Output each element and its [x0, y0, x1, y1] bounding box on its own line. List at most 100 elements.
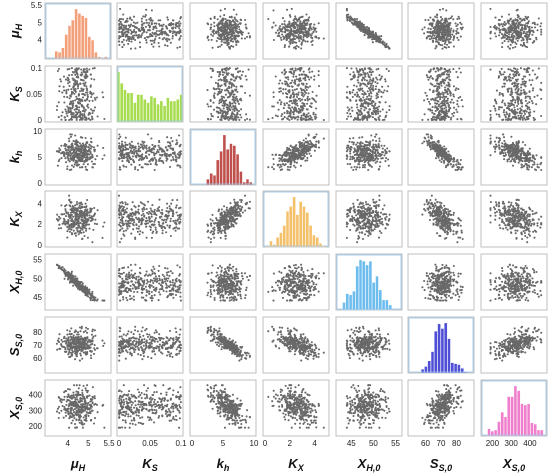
scatter-point	[233, 35, 236, 38]
scatter-point	[206, 36, 209, 39]
scatter-point	[527, 22, 530, 25]
scatter-point	[494, 109, 497, 112]
scatter-point	[381, 41, 384, 45]
scatter-point	[221, 71, 224, 74]
scatter-point	[363, 34, 366, 37]
scatter-point	[507, 40, 510, 43]
scatter-point	[345, 16, 348, 19]
scatter-point	[125, 165, 128, 168]
scatter-point	[70, 152, 73, 155]
scatter-point	[291, 39, 294, 42]
scatter-point	[295, 23, 298, 26]
scatter-point	[497, 76, 500, 79]
scatter-point	[304, 118, 307, 121]
scatter-point	[433, 29, 436, 33]
scatter-point	[433, 34, 436, 37]
scatter-point	[440, 19, 443, 22]
scatter-point	[93, 78, 96, 81]
scatter-point	[523, 117, 526, 120]
scatter-point	[178, 20, 181, 23]
scatter-point	[271, 105, 274, 108]
scatter-point	[521, 118, 524, 121]
scatter-point	[444, 26, 447, 29]
scatter-point	[56, 69, 59, 73]
scatter-point	[125, 152, 128, 155]
scatter-point	[223, 41, 227, 44]
scatter-point	[121, 35, 124, 38]
scatter-point	[293, 23, 296, 26]
scatter-point	[60, 144, 63, 147]
scatter-point	[237, 25, 241, 28]
scatter-point	[498, 106, 501, 109]
scatter-point	[369, 31, 372, 34]
scatter-point	[517, 25, 520, 28]
scatter-point	[178, 151, 181, 154]
scatter-point	[149, 163, 152, 166]
scatter-point	[137, 155, 141, 158]
scatter-point	[450, 98, 453, 101]
scatter-point	[540, 97, 543, 100]
scatter-point	[124, 21, 127, 24]
scatter-point	[281, 92, 285, 95]
scatter-point	[134, 150, 137, 153]
scatter-point	[224, 24, 227, 27]
scatter-point	[243, 118, 247, 122]
scatter-point	[223, 82, 226, 86]
scatter-point	[516, 108, 519, 111]
scatter-point	[283, 111, 286, 114]
scatter-point	[235, 34, 238, 37]
scatter-point	[374, 80, 377, 84]
scatter-point	[118, 142, 121, 145]
scatter-point	[507, 117, 510, 120]
scatter-point	[288, 22, 291, 25]
scatter-point	[295, 78, 298, 81]
scatter-point	[283, 44, 287, 47]
scatter-point	[145, 18, 148, 22]
scatter-point	[213, 21, 216, 24]
scatter-point	[377, 110, 380, 113]
scatter-point	[83, 110, 86, 113]
scatter-point	[312, 26, 315, 29]
scatter-point	[366, 95, 369, 98]
scatter-point	[62, 85, 65, 88]
scatter-point	[228, 31, 231, 34]
scatter-point	[248, 35, 251, 38]
scatter-point	[352, 168, 355, 172]
scatter-point	[133, 34, 136, 37]
scatter-point	[121, 46, 124, 49]
scatter-point	[363, 99, 366, 102]
scatter-point	[296, 36, 299, 39]
scatter-point	[455, 29, 458, 33]
scatter-point	[452, 35, 455, 39]
scatter-point	[312, 30, 315, 33]
scatter-point	[267, 118, 270, 121]
scatter-point	[90, 141, 93, 144]
scatter-point	[283, 104, 286, 107]
scatter-point	[376, 78, 379, 81]
scatter-point	[449, 118, 452, 121]
scatter-point	[122, 43, 126, 46]
scatter-point	[297, 115, 300, 118]
scatter-point	[224, 93, 227, 96]
scatter-point	[519, 21, 522, 24]
scatter-point	[172, 23, 175, 26]
scatter-point	[219, 118, 222, 121]
scatter-point	[306, 95, 309, 98]
scatter-point	[120, 40, 124, 43]
scatter-point	[429, 108, 432, 111]
scatter-point	[93, 106, 97, 109]
scatter-point	[286, 112, 289, 115]
scatter-point	[230, 73, 233, 76]
scatter-point	[135, 154, 138, 157]
scatter-point	[80, 87, 83, 90]
scatter-point	[150, 151, 153, 154]
scatter-point	[349, 163, 352, 166]
scatter-point	[301, 104, 304, 108]
scatter-point	[144, 15, 147, 18]
scatter-point	[158, 148, 161, 151]
scatter-point	[209, 105, 212, 108]
scatter-point	[141, 146, 144, 149]
scatter-point	[212, 108, 216, 111]
scatter-point	[295, 95, 299, 99]
scatter-point	[135, 26, 138, 29]
